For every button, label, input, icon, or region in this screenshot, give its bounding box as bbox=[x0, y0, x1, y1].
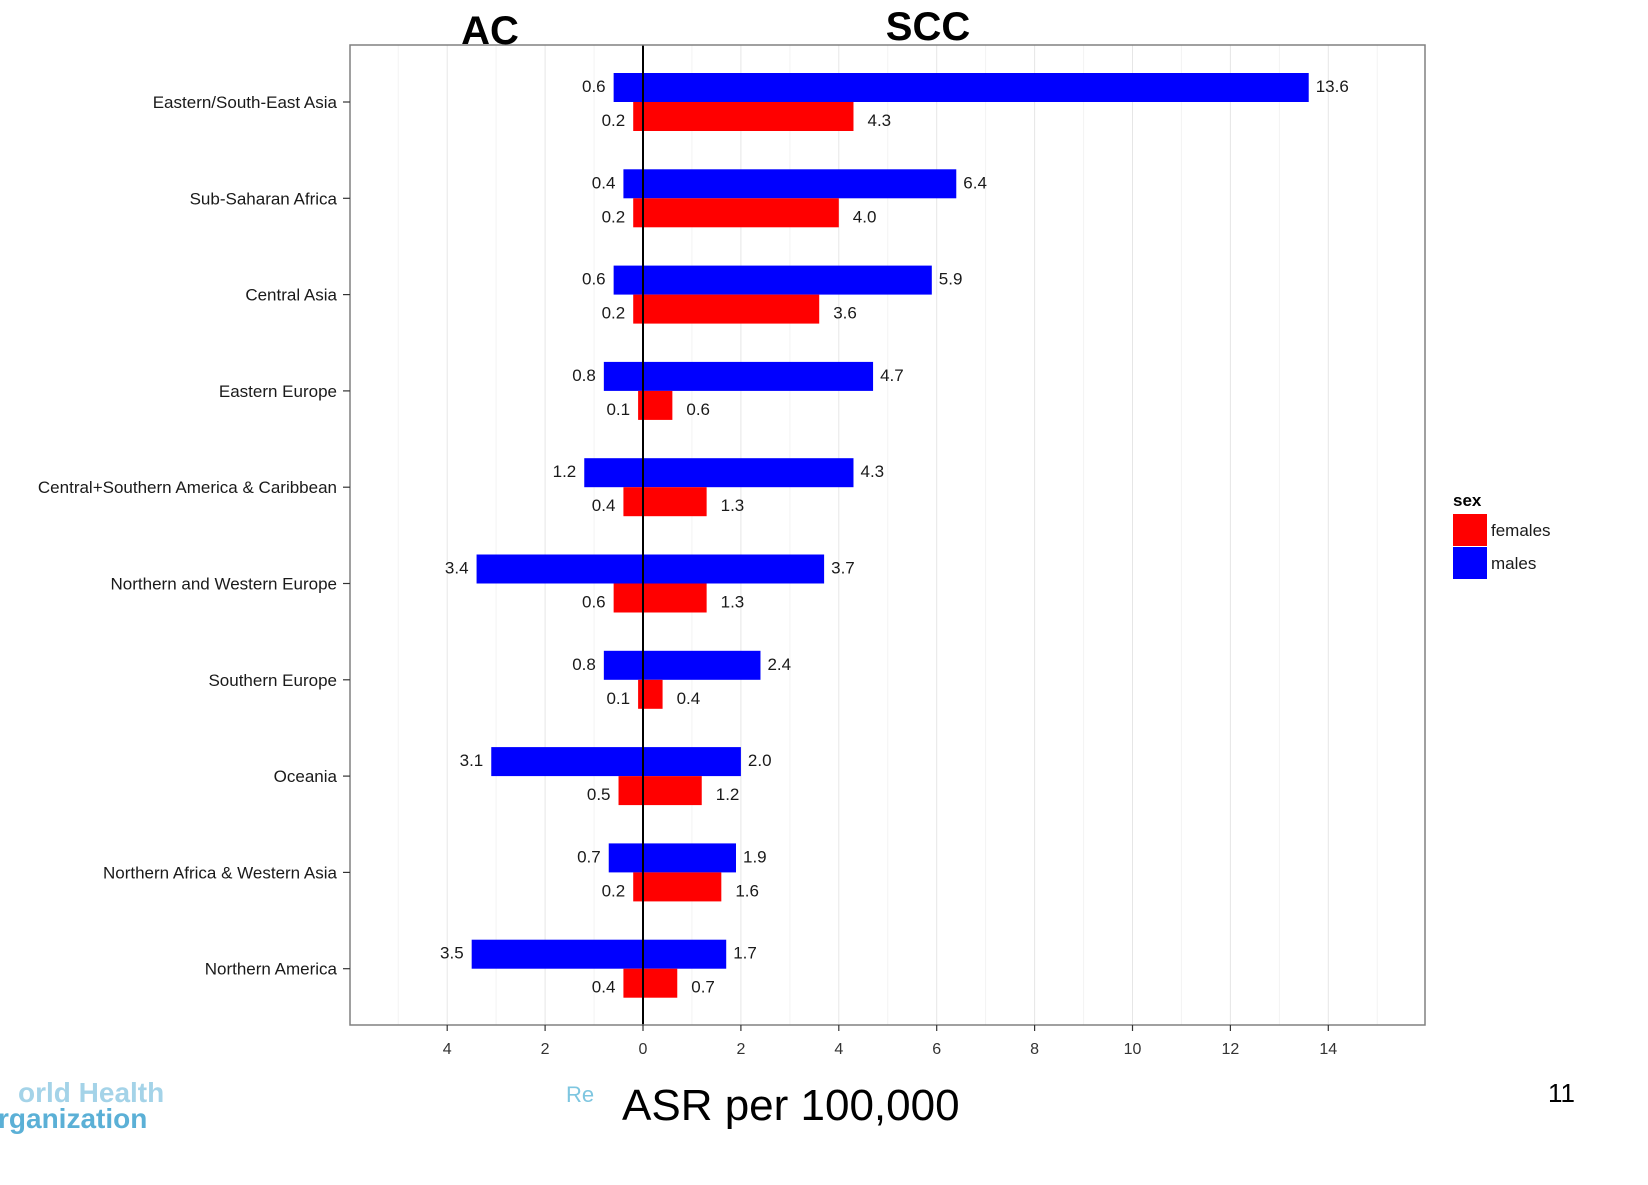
data-label-males-scc: 2.4 bbox=[767, 655, 791, 674]
panel-title-ac: AC bbox=[461, 9, 519, 53]
data-label-females-ac: 0.5 bbox=[587, 785, 611, 804]
plot-border bbox=[349, 44, 1426, 1026]
data-label-males-ac: 0.6 bbox=[582, 77, 606, 96]
legend-swatch-females bbox=[1453, 514, 1487, 546]
bar-males bbox=[613, 73, 1309, 102]
data-label-males-ac: 0.4 bbox=[592, 173, 616, 192]
region-label: Eastern/South-East Asia bbox=[153, 93, 338, 112]
x-tick-label: 0 bbox=[639, 1041, 648, 1058]
x-axis-label: ASR per 100,000 bbox=[622, 1081, 960, 1130]
region-label: Oceania bbox=[274, 767, 338, 786]
data-label-males-scc: 4.7 bbox=[880, 366, 904, 385]
bar-females bbox=[638, 679, 663, 709]
region-label: Northern and Western Europe bbox=[111, 575, 337, 594]
data-label-males-ac: 3.1 bbox=[460, 751, 484, 770]
data-label-females-scc: 0.7 bbox=[691, 978, 715, 997]
legend-label-males: males bbox=[1491, 554, 1536, 573]
data-label-females-ac: 0.2 bbox=[602, 207, 626, 226]
data-label-males-ac: 0.8 bbox=[572, 366, 596, 385]
data-label-males-ac: 0.7 bbox=[577, 847, 601, 866]
data-label-females-ac: 0.4 bbox=[592, 496, 616, 515]
region-label: Eastern Europe bbox=[219, 382, 337, 401]
bar-males bbox=[603, 361, 874, 391]
bar-females bbox=[633, 872, 722, 902]
data-label-males-scc: 13.6 bbox=[1316, 77, 1349, 96]
bar-males bbox=[608, 843, 737, 873]
region-label: Central Asia bbox=[245, 286, 337, 305]
legend-title: sex bbox=[1453, 491, 1482, 510]
bar-males bbox=[584, 458, 854, 488]
bar-females bbox=[613, 583, 707, 613]
region-label: Central+Southern America & Caribbean bbox=[38, 478, 337, 497]
data-label-females-scc: 1.6 bbox=[735, 881, 759, 900]
data-label-females-ac: 0.2 bbox=[602, 111, 626, 130]
data-label-males-scc: 2.0 bbox=[748, 751, 772, 770]
data-label-females-scc: 0.6 bbox=[686, 400, 710, 419]
x-tick-label: 12 bbox=[1222, 1041, 1240, 1058]
bar-males bbox=[613, 265, 932, 295]
region-label: Sub-Saharan Africa bbox=[190, 189, 338, 208]
legend-label-females: females bbox=[1491, 521, 1551, 540]
bar-females bbox=[633, 294, 820, 324]
data-label-males-scc: 3.7 bbox=[831, 559, 855, 578]
data-label-females-scc: 4.0 bbox=[853, 207, 877, 226]
data-label-males-scc: 1.9 bbox=[743, 847, 767, 866]
data-label-females-scc: 1.2 bbox=[716, 785, 740, 804]
footer: orld Health rganization Re ASR per 100,0… bbox=[0, 1077, 1575, 1134]
x-tick-label: 4 bbox=[834, 1041, 843, 1058]
x-tick-label: 10 bbox=[1124, 1041, 1142, 1058]
data-label-males-ac: 0.8 bbox=[572, 655, 596, 674]
data-label-females-scc: 4.3 bbox=[867, 111, 891, 130]
x-tick-label: 14 bbox=[1319, 1041, 1337, 1058]
panel-title-scc: SCC bbox=[886, 5, 970, 49]
data-label-females-ac: 0.4 bbox=[592, 978, 616, 997]
legend-swatch-males bbox=[1453, 547, 1487, 579]
bar-females bbox=[623, 487, 707, 517]
x-tick-label: 4 bbox=[443, 1041, 452, 1058]
logo-text-top: orld Health bbox=[18, 1077, 164, 1108]
data-label-males-ac: 0.6 bbox=[582, 270, 606, 289]
data-label-males-ac: 3.5 bbox=[440, 944, 464, 963]
data-label-females-ac: 0.1 bbox=[606, 689, 630, 708]
data-label-males-scc: 1.7 bbox=[733, 944, 757, 963]
data-labels: 0.6 13.6 0.2 4.3 0.4 6.4 0.2 4.0 0.6 5.9 0.2 3.6 0.8… bbox=[440, 77, 1349, 997]
region-label: Northern America bbox=[205, 960, 338, 979]
data-label-females-ac: 0.6 bbox=[582, 593, 606, 612]
data-label-females-scc: 3.6 bbox=[833, 304, 857, 323]
x-tick-label: 6 bbox=[932, 1041, 941, 1058]
region-label: Southern Europe bbox=[208, 671, 337, 690]
x-tick-label: 2 bbox=[736, 1041, 745, 1058]
data-label-males-scc: 5.9 bbox=[939, 270, 963, 289]
slide-number: 11 bbox=[1548, 1078, 1575, 1108]
data-label-females-ac: 0.1 bbox=[606, 400, 630, 419]
data-label-males-scc: 4.3 bbox=[860, 462, 884, 481]
x-tick-label: 8 bbox=[1030, 1041, 1039, 1058]
data-label-females-scc: 1.3 bbox=[721, 593, 745, 612]
data-label-males-ac: 3.4 bbox=[445, 559, 469, 578]
bar-males bbox=[623, 169, 957, 199]
logo-text-bottom: rganization bbox=[0, 1103, 147, 1134]
data-label-females-ac: 0.2 bbox=[602, 304, 626, 323]
bar-males bbox=[476, 554, 825, 584]
data-label-males-ac: 1.2 bbox=[553, 462, 577, 481]
bar-females bbox=[633, 102, 854, 131]
data-label-females-ac: 0.2 bbox=[602, 881, 626, 900]
data-label-females-scc: 0.4 bbox=[677, 689, 701, 708]
data-label-females-scc: 1.3 bbox=[721, 496, 745, 515]
legend: sex females males bbox=[1453, 491, 1551, 579]
x-tick-label: 2 bbox=[541, 1041, 550, 1058]
data-label-males-scc: 6.4 bbox=[963, 173, 987, 192]
axes: 4 2 0 2 4 6 8 10 12 14 Eastern/South-East Asia Sub-… bbox=[38, 93, 1337, 1058]
bar-females bbox=[633, 198, 839, 228]
bar-males bbox=[491, 747, 741, 777]
bar-males bbox=[603, 650, 761, 680]
bars bbox=[471, 73, 1309, 998]
bar-females bbox=[618, 776, 702, 806]
faded-text: Re bbox=[566, 1082, 594, 1107]
bar-females bbox=[623, 968, 678, 998]
bar-males bbox=[471, 939, 727, 969]
region-label: Northern Africa & Western Asia bbox=[103, 863, 338, 882]
